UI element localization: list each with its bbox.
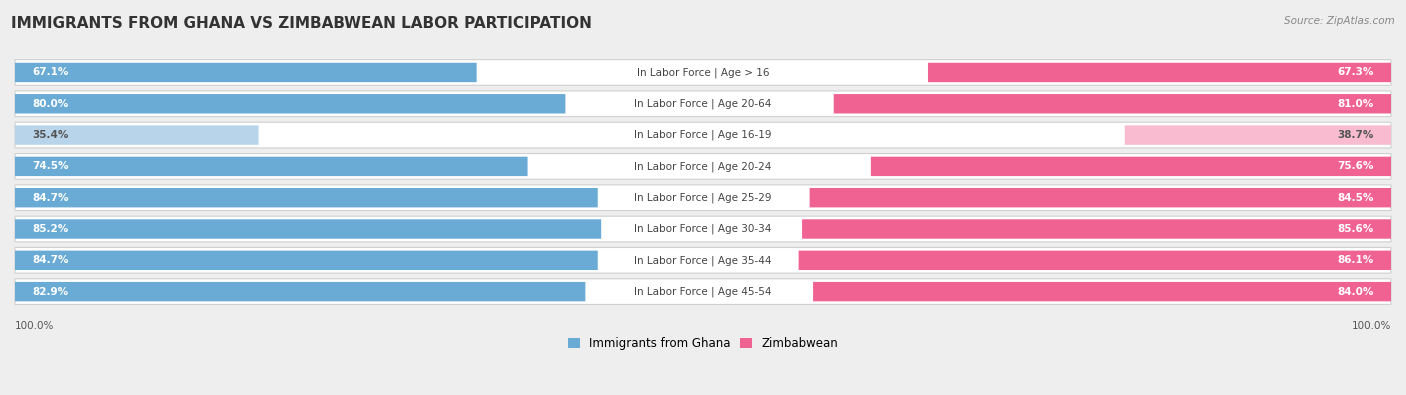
FancyBboxPatch shape [15,185,1391,211]
FancyBboxPatch shape [15,125,259,145]
FancyBboxPatch shape [801,219,1391,239]
FancyBboxPatch shape [1125,125,1391,145]
Text: In Labor Force | Age > 16: In Labor Force | Age > 16 [637,67,769,78]
FancyBboxPatch shape [15,219,602,239]
Text: 84.5%: 84.5% [1337,193,1374,203]
Text: In Labor Force | Age 45-54: In Labor Force | Age 45-54 [634,286,772,297]
FancyBboxPatch shape [15,282,585,301]
Text: 100.0%: 100.0% [15,322,55,331]
Text: 38.7%: 38.7% [1337,130,1374,140]
Text: 81.0%: 81.0% [1337,99,1374,109]
Text: In Labor Force | Age 16-19: In Labor Force | Age 16-19 [634,130,772,140]
FancyBboxPatch shape [813,282,1391,301]
FancyBboxPatch shape [799,250,1391,270]
Text: 80.0%: 80.0% [32,99,69,109]
FancyBboxPatch shape [15,63,477,82]
Text: 67.3%: 67.3% [1337,68,1374,77]
Text: 84.7%: 84.7% [32,255,69,265]
Text: In Labor Force | Age 30-34: In Labor Force | Age 30-34 [634,224,772,234]
Text: 35.4%: 35.4% [32,130,69,140]
Text: IMMIGRANTS FROM GHANA VS ZIMBABWEAN LABOR PARTICIPATION: IMMIGRANTS FROM GHANA VS ZIMBABWEAN LABO… [11,16,592,31]
Text: 85.6%: 85.6% [1337,224,1374,234]
Text: 84.0%: 84.0% [1337,287,1374,297]
FancyBboxPatch shape [627,156,779,177]
FancyBboxPatch shape [834,94,1391,113]
FancyBboxPatch shape [15,250,598,270]
FancyBboxPatch shape [870,157,1391,176]
FancyBboxPatch shape [627,187,779,208]
Text: In Labor Force | Age 25-29: In Labor Force | Age 25-29 [634,192,772,203]
Text: 82.9%: 82.9% [32,287,69,297]
FancyBboxPatch shape [15,279,1391,305]
Text: In Labor Force | Age 20-64: In Labor Force | Age 20-64 [634,98,772,109]
FancyBboxPatch shape [627,281,779,302]
FancyBboxPatch shape [15,216,1391,242]
Text: 100.0%: 100.0% [1351,322,1391,331]
Text: 67.1%: 67.1% [32,68,69,77]
FancyBboxPatch shape [15,60,1391,85]
FancyBboxPatch shape [928,63,1391,82]
Text: 84.7%: 84.7% [32,193,69,203]
FancyBboxPatch shape [627,125,779,145]
FancyBboxPatch shape [15,94,565,113]
FancyBboxPatch shape [15,91,1391,117]
FancyBboxPatch shape [15,188,598,207]
FancyBboxPatch shape [15,154,1391,179]
FancyBboxPatch shape [15,248,1391,273]
FancyBboxPatch shape [15,157,527,176]
FancyBboxPatch shape [627,94,779,114]
FancyBboxPatch shape [810,188,1391,207]
FancyBboxPatch shape [15,122,1391,148]
FancyBboxPatch shape [627,219,779,239]
Text: In Labor Force | Age 20-24: In Labor Force | Age 20-24 [634,161,772,172]
FancyBboxPatch shape [627,62,779,83]
Text: 86.1%: 86.1% [1337,255,1374,265]
Text: In Labor Force | Age 35-44: In Labor Force | Age 35-44 [634,255,772,265]
Legend: Immigrants from Ghana, Zimbabwean: Immigrants from Ghana, Zimbabwean [568,337,838,350]
Text: 85.2%: 85.2% [32,224,69,234]
FancyBboxPatch shape [627,250,779,271]
Text: 74.5%: 74.5% [32,162,69,171]
Text: Source: ZipAtlas.com: Source: ZipAtlas.com [1284,16,1395,26]
Text: 75.6%: 75.6% [1337,162,1374,171]
